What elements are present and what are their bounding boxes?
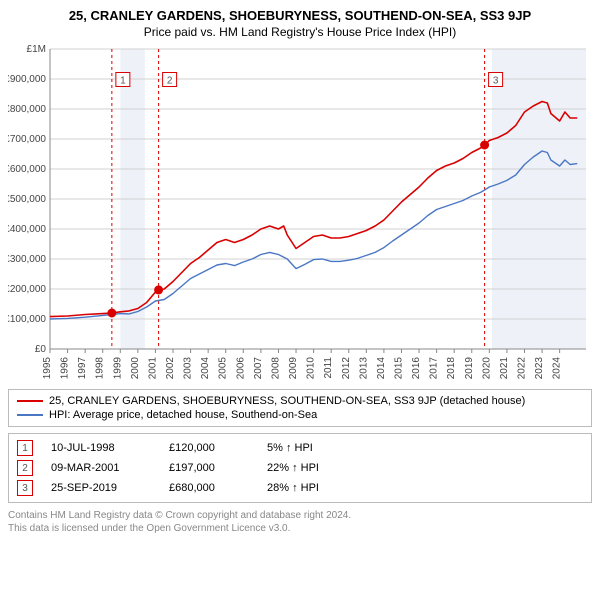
page-title: 25, CRANLEY GARDENS, SHOEBURYNESS, SOUTH…	[8, 8, 592, 23]
legend-label: HPI: Average price, detached house, Sout…	[49, 409, 317, 421]
svg-text:2006: 2006	[235, 357, 246, 380]
svg-text:2012: 2012	[341, 357, 352, 380]
svg-text:2022: 2022	[516, 357, 527, 380]
footer-line-1: Contains HM Land Registry data © Crown c…	[8, 509, 592, 522]
svg-text:£500,000: £500,000	[8, 194, 46, 205]
event-row: 1 10-JUL-1998 £120,000 5% ↑ HPI	[17, 438, 583, 458]
svg-text:1: 1	[120, 76, 126, 87]
svg-text:£300,000: £300,000	[8, 254, 46, 265]
chart-container: £0 £100,000 £200,000 £300,000 £400,000 £500,0…	[8, 43, 592, 383]
svg-text:£1M: £1M	[27, 44, 46, 55]
svg-text:2001: 2001	[147, 357, 158, 380]
svg-text:£400,000: £400,000	[8, 224, 46, 235]
event-row: 3 25-SEP-2019 £680,000 28% ↑ HPI	[17, 478, 583, 498]
footer-line-2: This data is licensed under the Open Gov…	[8, 522, 592, 535]
svg-text:1999: 1999	[112, 357, 123, 380]
svg-text:2018: 2018	[446, 357, 457, 380]
svg-text:2021: 2021	[499, 357, 510, 380]
svg-text:2016: 2016	[411, 357, 422, 380]
svg-text:2011: 2011	[323, 357, 334, 379]
event-price: £680,000	[169, 482, 249, 494]
svg-text:£800,000: £800,000	[8, 104, 46, 115]
svg-text:£0: £0	[35, 344, 47, 355]
svg-text:2019: 2019	[464, 357, 475, 380]
svg-text:2005: 2005	[218, 357, 229, 380]
event-marker: 3	[17, 480, 33, 496]
svg-text:£700,000: £700,000	[8, 134, 46, 145]
legend-swatch	[17, 400, 43, 402]
event-date: 25-SEP-2019	[51, 482, 151, 494]
event-date: 10-JUL-1998	[51, 442, 151, 454]
event-row: 2 09-MAR-2001 £197,000 22% ↑ HPI	[17, 458, 583, 478]
svg-text:2008: 2008	[270, 357, 281, 380]
event-marker: 1	[17, 440, 33, 456]
event-price: £197,000	[169, 462, 249, 474]
event-pct: 22% ↑ HPI	[267, 462, 367, 474]
svg-text:1997: 1997	[77, 357, 88, 380]
svg-text:2002: 2002	[165, 357, 176, 380]
svg-text:£200,000: £200,000	[8, 284, 46, 295]
event-price: £120,000	[169, 442, 249, 454]
page-subtitle: Price paid vs. HM Land Registry's House …	[8, 25, 592, 39]
svg-text:2013: 2013	[358, 357, 369, 380]
svg-text:1998: 1998	[95, 357, 106, 380]
event-pct: 28% ↑ HPI	[267, 482, 367, 494]
svg-text:2009: 2009	[288, 357, 299, 380]
svg-text:2014: 2014	[376, 357, 387, 380]
event-date: 09-MAR-2001	[51, 462, 151, 474]
event-marker: 2	[17, 460, 33, 476]
svg-text:2: 2	[167, 76, 173, 87]
svg-text:3: 3	[493, 76, 499, 87]
legend-row: 25, CRANLEY GARDENS, SHOEBURYNESS, SOUTH…	[17, 394, 583, 408]
svg-text:2015: 2015	[393, 357, 404, 380]
svg-text:1996: 1996	[60, 357, 71, 380]
svg-text:£100,000: £100,000	[8, 314, 46, 325]
legend-swatch	[17, 414, 43, 416]
svg-text:£600,000: £600,000	[8, 164, 46, 175]
events-table: 1 10-JUL-1998 £120,000 5% ↑ HPI 2 09-MAR-2001…	[8, 433, 592, 503]
svg-text:2024: 2024	[552, 357, 563, 380]
event-pct: 5% ↑ HPI	[267, 442, 367, 454]
legend-label: 25, CRANLEY GARDENS, SHOEBURYNESS, SOUTH…	[49, 395, 525, 407]
svg-text:£900,000: £900,000	[8, 74, 46, 85]
legend-row: HPI: Average price, detached house, Sout…	[17, 408, 583, 422]
footer-attribution: Contains HM Land Registry data © Crown c…	[8, 509, 592, 535]
svg-text:2023: 2023	[534, 357, 545, 380]
svg-text:2010: 2010	[306, 357, 317, 380]
svg-text:1995: 1995	[42, 357, 53, 380]
svg-text:2007: 2007	[253, 357, 264, 380]
svg-text:2004: 2004	[200, 357, 211, 380]
svg-text:2000: 2000	[130, 357, 141, 380]
svg-text:2020: 2020	[481, 357, 492, 380]
svg-text:2017: 2017	[429, 357, 440, 380]
price-chart-svg: £0 £100,000 £200,000 £300,000 £400,000 £500,0…	[8, 43, 592, 383]
legend-box: 25, CRANLEY GARDENS, SHOEBURYNESS, SOUTH…	[8, 389, 592, 427]
svg-text:2003: 2003	[183, 357, 194, 380]
